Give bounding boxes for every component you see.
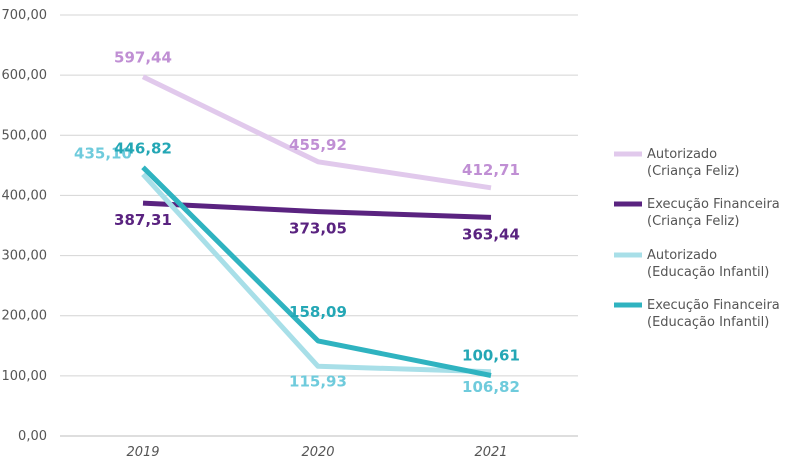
x-tick-label: 2020	[301, 445, 334, 460]
x-tick-label: 2021	[474, 445, 507, 460]
legend-item-1: Execução Financeira (Criança Feliz)	[614, 197, 780, 229]
x-tick-label: 2019	[126, 445, 159, 460]
data-label: 435,10	[74, 144, 132, 162]
y-tick-label: 300,00	[2, 249, 48, 264]
y-tick-label: 700,00	[2, 8, 48, 23]
series-line-1	[142, 200, 492, 220]
legend-label: Execução Financeira (Educação Infantil)	[647, 298, 780, 330]
data-label: 373,05	[289, 220, 347, 238]
data-label: 363,44	[462, 225, 520, 243]
y-tick-label: 500,00	[2, 128, 48, 143]
data-label: 446,82	[114, 139, 172, 157]
data-label: 387,31	[114, 211, 172, 229]
y-tick-label: 0,00	[18, 429, 47, 444]
legend-label: Execução Financeira (Criança Feliz)	[647, 197, 780, 229]
grid-lines	[60, 14, 578, 437]
y-tick-label: 200,00	[2, 309, 48, 324]
y-axis: 0,00 100,00 200,00 300,00 400,00 500,00 600,00…	[2, 8, 48, 444]
legend-item-0: Autorizado (Criança Feliz)	[614, 147, 739, 179]
data-label: 106,82	[462, 378, 520, 396]
legend-label: Autorizado (Educação Infantil)	[647, 248, 769, 280]
series-line-2	[141, 172, 492, 375]
series-line-3	[141, 165, 492, 378]
legend-item-2: Autorizado (Educação Infantil)	[614, 248, 769, 280]
data-label: 412,71	[462, 161, 520, 179]
data-label: 100,61	[462, 346, 520, 364]
y-tick-label: 400,00	[2, 188, 48, 203]
y-tick-label: 100,00	[2, 369, 48, 384]
data-label: 455,92	[289, 136, 347, 154]
y-tick-label: 600,00	[2, 68, 48, 83]
legend-label: Autorizado (Criança Feliz)	[647, 147, 739, 179]
legend-item-3: Execução Financeira (Educação Infantil)	[614, 298, 780, 330]
series-line-0	[141, 74, 492, 191]
data-label: 115,93	[289, 372, 347, 390]
data-label: 597,44	[114, 49, 172, 67]
data-label: 158,09	[289, 303, 347, 321]
data-labels: 597,44 455,92 412,71 387,31 373,05 363,44 435,…	[74, 49, 520, 396]
x-axis: 2019 2020 2021	[126, 445, 507, 460]
series-lines	[141, 74, 492, 378]
legend: Autorizado (Criança Feliz) Execução Financ…	[614, 147, 780, 330]
